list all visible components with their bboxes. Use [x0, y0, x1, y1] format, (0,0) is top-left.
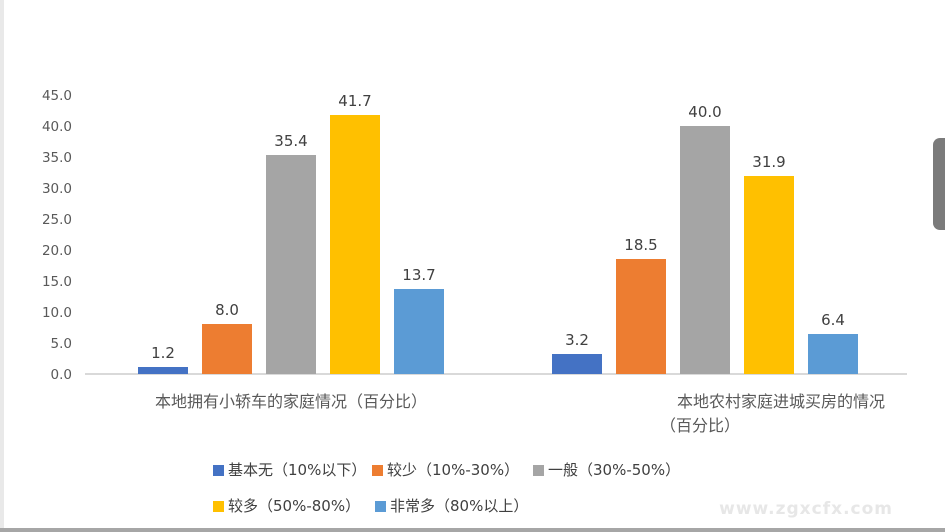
category-label-2-line1: 本地农村家庭进城买房的情况: [676, 392, 885, 411]
y-axis-tick-label: 10.0: [41, 305, 72, 321]
scrollbar-thumb[interactable]: [933, 138, 945, 230]
watermark: www.zgxcfx.com: [719, 499, 893, 519]
data-label-series2-cat1: 8.0: [215, 301, 239, 319]
category-label-2-line2: （百分比）: [660, 416, 741, 435]
legend-item-一般（30%-50%）: 一般（30%-50%）: [533, 461, 680, 480]
y-axis-tick-label: 20.0: [41, 243, 72, 259]
data-label-series3-cat2: 40.0: [688, 103, 722, 121]
category-label-1: 本地拥有小轿车的家庭情况（百分比）: [154, 392, 427, 411]
data-label-series3-cat1: 35.4: [274, 132, 308, 150]
bar-series1-cat2: [552, 354, 602, 374]
data-label-series5-cat2: 6.4: [821, 311, 845, 329]
legend-label: 非常多（80%以上）: [390, 497, 529, 515]
bar-series4-cat2: [744, 176, 794, 374]
data-label-series4-cat2: 31.9: [752, 153, 786, 171]
legend-item-基本无（10%以下）: 基本无（10%以下）: [213, 461, 366, 480]
bar-series4-cat1: [330, 115, 380, 374]
y-axis-tick-label: 0.0: [50, 367, 72, 383]
left-edge-strip: [0, 0, 4, 532]
y-axis-tick-label: 35.0: [41, 150, 72, 166]
legend-label: 基本无（10%以下）: [228, 461, 367, 479]
data-label-series1-cat2: 3.2: [565, 331, 589, 349]
bottom-edge-strip: [0, 528, 945, 532]
category-label-2: 本地农村家庭进城买房的情况 （百分比）: [660, 392, 902, 436]
bar-series5-cat1: [394, 289, 444, 374]
data-label-series1-cat1: 1.2: [151, 344, 175, 362]
y-axis-tick-label: 25.0: [41, 212, 72, 228]
y-axis-tick-label: 5.0: [50, 336, 72, 352]
legend-label: 较多（50%-80%）: [228, 497, 361, 515]
bar-series2-cat2: [616, 259, 666, 374]
y-axis-tick-label: 45.0: [41, 88, 72, 104]
bar-series2-cat1: [202, 324, 252, 374]
legend-swatch-icon: [213, 465, 224, 476]
bar-series3-cat1: [266, 155, 316, 374]
legend-item-较多（50%-80%）: 较多（50%-80%）: [213, 497, 360, 516]
y-axis-tick-label: 15.0: [41, 274, 72, 290]
data-label-series2-cat2: 18.5: [624, 236, 658, 254]
data-label-series5-cat1: 13.7: [402, 266, 436, 284]
legend-label: 一般（30%-50%）: [548, 461, 681, 479]
y-axis-tick-label: 40.0: [41, 119, 72, 135]
legend-swatch-icon: [533, 465, 544, 476]
data-label-series4-cat1: 41.7: [338, 92, 372, 110]
bar-series1-cat1: [138, 367, 188, 374]
legend-item-非常多（80%以上）: 非常多（80%以上）: [375, 497, 528, 516]
legend-swatch-icon: [372, 465, 383, 476]
y-axis-tick-label: 30.0: [41, 181, 72, 197]
legend-item-较少（10%-30%）: 较少（10%-30%）: [372, 461, 519, 480]
legend-label: 较少（10%-30%）: [387, 461, 520, 479]
x-axis-line: [85, 373, 907, 375]
legend-swatch-icon: [213, 501, 224, 512]
legend-swatch-icon: [375, 501, 386, 512]
bar-series3-cat2: [680, 126, 730, 374]
bar-series5-cat2: [808, 334, 858, 374]
